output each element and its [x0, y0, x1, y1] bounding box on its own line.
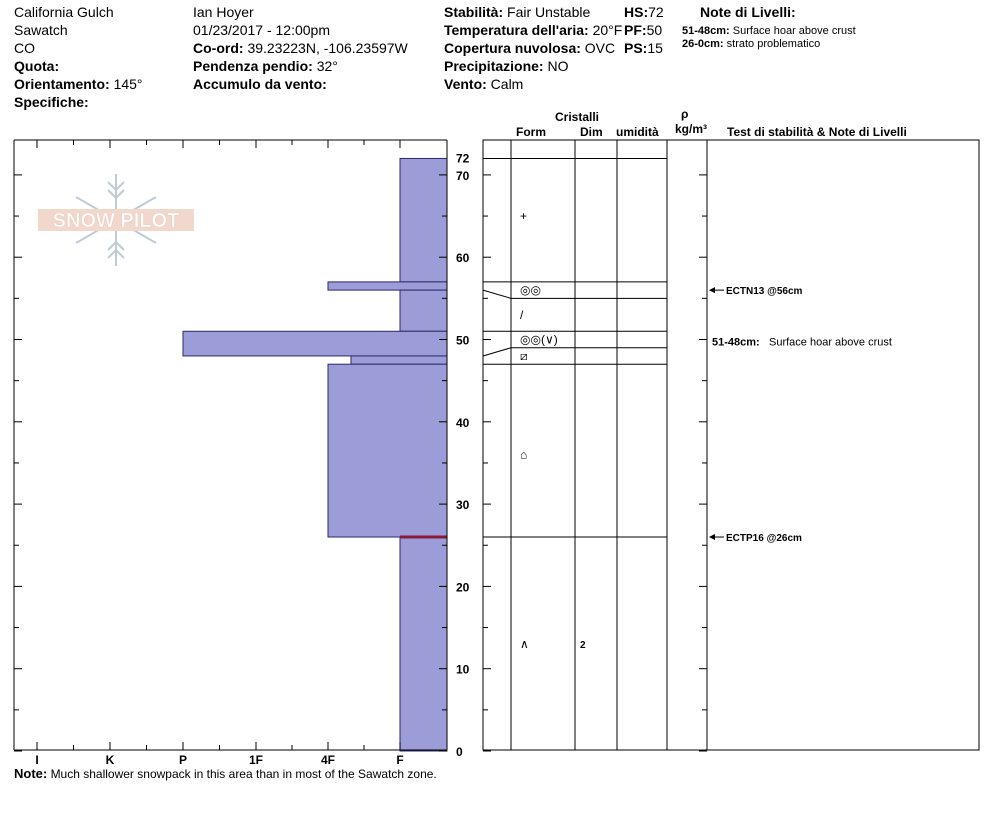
- hardness-label-4F: 4F: [321, 753, 335, 767]
- location: California Gulch: [14, 4, 114, 20]
- slope: Pendenza pendio: 32°: [193, 58, 338, 74]
- hs: HS:72: [624, 4, 664, 20]
- form-header: Form: [516, 125, 546, 139]
- depth-label-72: 72: [456, 151, 470, 165]
- cloud-cover: Copertura nuvolosa: OVC: [444, 40, 616, 56]
- state: CO: [14, 40, 35, 56]
- crystal-form-4: ⧄: [520, 349, 528, 363]
- footer-note: Note: Much shallower snowpack in this ar…: [14, 766, 437, 781]
- rho-header: ρ: [681, 107, 689, 121]
- hardness-bar-1: [327, 281, 448, 291]
- hardness-bar-3: [182, 330, 448, 357]
- layer-note-2: 26-0cm: strato problematico: [682, 38, 821, 50]
- layer-comment-range-0: 51-48cm:: [712, 337, 760, 349]
- wind-loading: Accumulo da vento:: [193, 76, 327, 92]
- hardness-label-F: F: [396, 753, 403, 767]
- depth-label-70: 70: [456, 169, 470, 183]
- depth-label-60: 60: [456, 251, 470, 265]
- hardness-label-I: I: [35, 753, 38, 767]
- hardness-bar-2: [399, 289, 448, 332]
- crystal-form-6: ∧: [520, 637, 529, 651]
- hardness-bar-0: [399, 157, 448, 283]
- layer-comment-text-0: Surface hoar above crust: [769, 337, 892, 349]
- ps: PS:15: [624, 40, 663, 56]
- crystals-header: Cristalli: [555, 110, 600, 124]
- pf: PF:50: [624, 22, 663, 38]
- stability-test-0: ECTN13 @56cm: [726, 286, 803, 297]
- depth-label-30: 30: [456, 498, 470, 512]
- size-header: Dim: [580, 125, 603, 139]
- crystal-size-6: 2: [580, 640, 586, 651]
- wind: Vento: Calm: [444, 76, 524, 92]
- depth-label-20: 20: [456, 580, 470, 594]
- hardness-bar-5: [327, 363, 448, 538]
- snowpilot-logo-text: SNOW PILOT: [53, 210, 180, 232]
- stability-test-arrowhead-0: [709, 287, 715, 294]
- crystal-form-0: +: [520, 209, 527, 223]
- depth-label-10: 10: [456, 663, 470, 677]
- density-header: kg/m³: [675, 122, 708, 136]
- moisture-header: umidità: [616, 125, 659, 139]
- snowpilot-logo: SNOW PILOT: [38, 174, 194, 266]
- hardness-bar-4: [350, 355, 448, 365]
- depth-label-40: 40: [456, 416, 470, 430]
- layer-notes-title: Note di Livelli:: [700, 4, 796, 20]
- datetime: 01/23/2017 - 12:00pm: [193, 22, 330, 38]
- crystal-form-3: ◎◎(∨): [520, 333, 558, 347]
- layer-table-frame: [482, 139, 980, 751]
- hardness-label-K: K: [106, 753, 115, 767]
- stability-test-1: ECTP16 @26cm: [726, 533, 802, 544]
- depth-label-50: 50: [456, 334, 470, 348]
- crystal-form-1: ◎◎: [520, 283, 541, 297]
- stability-test-arrowhead-1: [709, 534, 715, 541]
- elevation: Quota:: [14, 58, 60, 74]
- air-temperature: Temperatura dell'aria: 20°F: [444, 22, 623, 38]
- aspect: Orientamento: 145°: [14, 76, 143, 92]
- layer-boundary-connector: [482, 347, 512, 357]
- precipitation: Precipitazione: NO: [444, 58, 569, 74]
- hardness-bar-6: [399, 536, 448, 752]
- crystal-form-2: /: [520, 308, 524, 322]
- stability-notes-header: Test di stabilità & Note di Livelli: [727, 125, 907, 139]
- hardness-label-1F: 1F: [249, 753, 263, 767]
- range: Sawatch: [14, 22, 68, 38]
- depth-label-0: 0: [456, 745, 463, 759]
- specifics: Specifiche:: [14, 94, 89, 110]
- layer-note-1: 51-48cm: Surface hoar above crust: [682, 25, 856, 37]
- hardness-label-P: P: [179, 753, 187, 767]
- stability: Stabilità: Fair Unstable: [444, 4, 591, 20]
- layer-boundary-connector: [482, 289, 512, 299]
- crystal-form-5: ⌂: [520, 448, 527, 462]
- coordinates: Co-ord: 39.23223N, -106.23597W: [193, 40, 408, 56]
- observer: Ian Hoyer: [193, 4, 254, 20]
